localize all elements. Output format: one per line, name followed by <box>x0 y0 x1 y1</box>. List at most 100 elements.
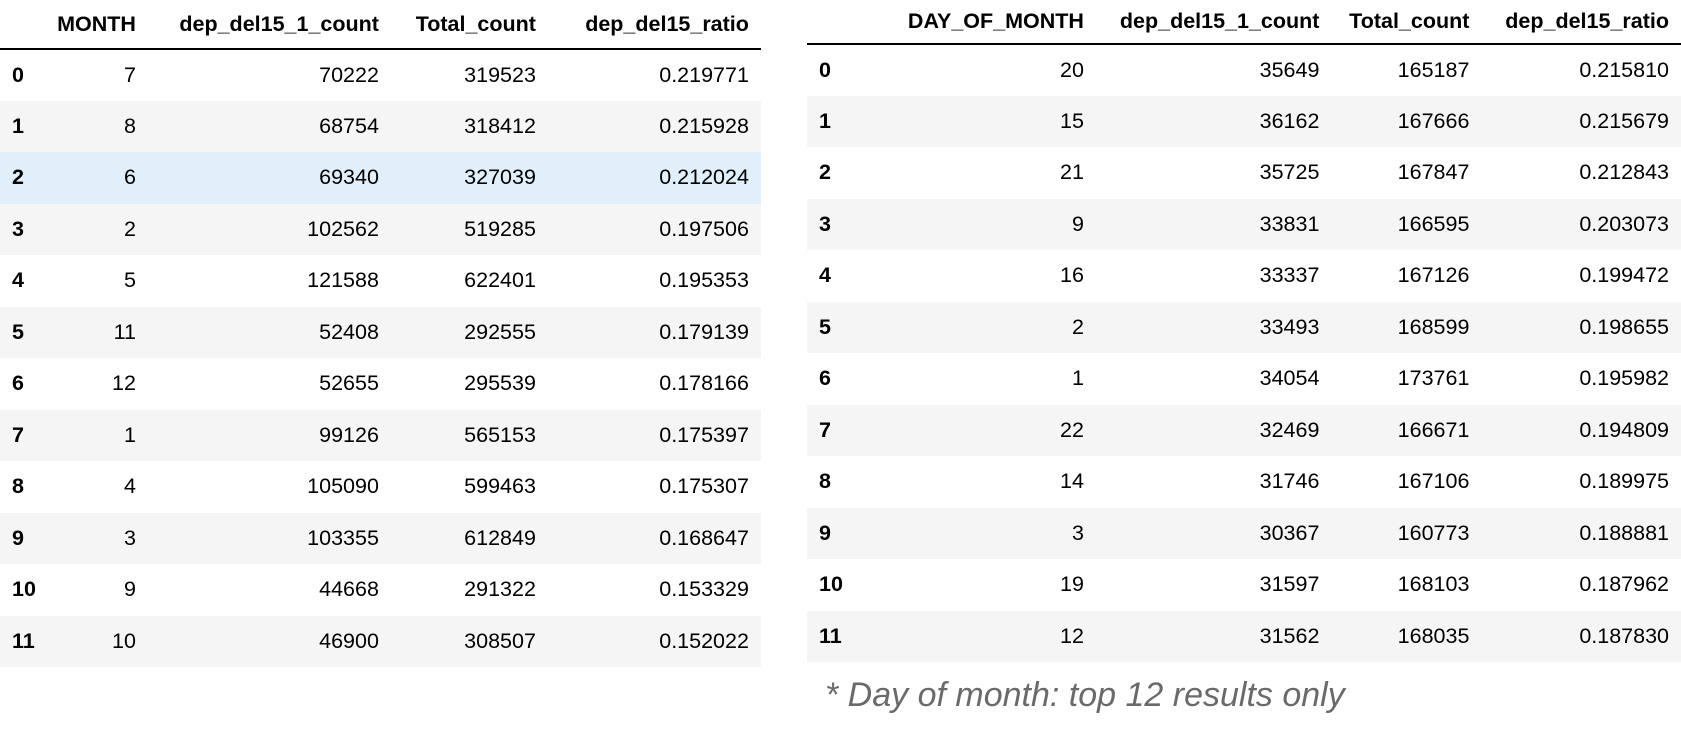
table-row: 6 12 52655 295539 0.178166 <box>0 358 761 410</box>
total-count-value: 167666 <box>1397 108 1470 133</box>
table-row: 9 3 103355 612849 0.168647 <box>0 512 761 564</box>
day-of-month-value: 16 <box>1060 263 1084 288</box>
delay-ratio-value: 0.195982 <box>1579 366 1669 391</box>
delay-ratio-value: 0.203073 <box>1579 211 1669 236</box>
table-row: 0 7 70222 319523 0.219771 <box>0 49 761 101</box>
row-index: 1 <box>819 108 831 133</box>
delay-count-value: 105090 <box>307 474 379 499</box>
table-row: 7 22 32469 166671 0.194809 <box>807 404 1681 456</box>
table-row: 10 9 44668 291322 0.153329 <box>0 564 761 616</box>
month-column-header: MONTH <box>47 0 148 50</box>
delay-ratio-value: 0.168647 <box>659 525 749 550</box>
delay-ratio-value: 0.215810 <box>1579 57 1669 82</box>
delay-ratio-value: 0.212843 <box>1579 160 1669 185</box>
day-of-month-value: 12 <box>1060 623 1084 648</box>
total-count-column-header: Total_count <box>1331 0 1482 45</box>
table-row: 3 9 33831 166595 0.203073 <box>807 198 1681 250</box>
month-value: 1 <box>123 422 136 447</box>
delay-count-value: 31562 <box>1259 623 1320 648</box>
delay-count-value: 102562 <box>307 216 379 241</box>
delay-count-value: 36162 <box>1259 108 1320 133</box>
delay-count-value: 103355 <box>307 525 379 550</box>
total-count-value: 167106 <box>1397 469 1470 494</box>
delay-count-value: 31597 <box>1259 572 1320 597</box>
total-count-value: 160773 <box>1397 520 1470 545</box>
delay-count-value: 32469 <box>1259 417 1320 442</box>
row-index: 11 <box>12 628 35 653</box>
day-of-month-value: 1 <box>1071 366 1084 391</box>
month-value: 12 <box>112 371 136 396</box>
table-row: 4 5 121588 622401 0.195353 <box>0 255 761 307</box>
table-row: 1 15 36162 167666 0.215679 <box>807 95 1681 147</box>
row-index: 3 <box>12 216 24 241</box>
table-row: 11 12 31562 168035 0.187830 <box>807 610 1681 662</box>
delay-count-value: 33337 <box>1259 263 1320 288</box>
delay-ratio-value: 0.188881 <box>1579 520 1669 545</box>
row-index: 4 <box>12 268 24 293</box>
delay-count-value: 35649 <box>1259 57 1320 82</box>
row-index: 5 <box>12 319 24 344</box>
day-of-month-value: 2 <box>1071 314 1084 339</box>
delay-ratio-value: 0.198655 <box>1579 314 1669 339</box>
delay-ratio-value: 0.178166 <box>659 371 749 396</box>
day-of-month-value: 21 <box>1060 160 1084 185</box>
row-index: 4 <box>819 263 831 288</box>
index-header <box>0 0 48 50</box>
table-row: 7 1 99126 565153 0.175397 <box>0 409 761 461</box>
table-row: 1 8 68754 318412 0.215928 <box>0 100 761 152</box>
month-delay-table: MONTH dep_del15_1_count Total_count dep_… <box>0 0 761 667</box>
delay-ratio-column-header: dep_del15_ratio <box>547 0 761 50</box>
table-row: 4 16 33337 167126 0.199472 <box>807 250 1681 302</box>
delay-ratio-value: 0.195353 <box>659 268 749 293</box>
table-row: 0 20 35649 165187 0.215810 <box>807 44 1681 96</box>
delay-count-value: 44668 <box>319 577 379 602</box>
day-of-month-value: 22 <box>1060 417 1084 442</box>
delay-ratio-value: 0.175307 <box>659 474 749 499</box>
table-row: 5 2 33493 168599 0.198655 <box>807 301 1681 353</box>
delay-count-value: 121588 <box>307 268 379 293</box>
delay-ratio-value: 0.215679 <box>1579 108 1669 133</box>
table-row: 2 21 35725 167847 0.212843 <box>807 147 1681 199</box>
delay-count-value: 69340 <box>319 165 379 190</box>
total-count-value: 622401 <box>464 268 536 293</box>
month-value: 9 <box>123 577 136 602</box>
delay-count-value: 30367 <box>1259 520 1320 545</box>
month-value: 2 <box>123 216 136 241</box>
row-index: 6 <box>819 366 831 391</box>
delay-count-value: 68754 <box>319 113 379 138</box>
month-value: 5 <box>123 268 136 293</box>
month-value: 8 <box>123 113 136 138</box>
row-index: 5 <box>819 314 831 339</box>
table-row: 10 19 31597 168103 0.187962 <box>807 559 1681 611</box>
table-header-row: DAY_OF_MONTH dep_del15_1_count Total_cou… <box>807 0 1681 45</box>
day-of-month-value: 19 <box>1060 572 1084 597</box>
delay-ratio-value: 0.187962 <box>1579 572 1669 597</box>
row-index: 0 <box>819 57 831 82</box>
table-header-row: MONTH dep_del15_1_count Total_count dep_… <box>0 0 761 50</box>
delay-ratio-value: 0.179139 <box>659 319 749 344</box>
table-row: 8 4 105090 599463 0.175307 <box>0 461 761 513</box>
total-count-value: 327039 <box>464 165 536 190</box>
row-index: 2 <box>12 165 24 190</box>
total-count-value: 612849 <box>464 525 536 550</box>
delay-ratio-value: 0.189975 <box>1579 469 1669 494</box>
row-index: 8 <box>12 474 24 499</box>
total-count-value: 565153 <box>464 422 536 447</box>
total-count-value: 168035 <box>1397 623 1470 648</box>
row-index: 6 <box>12 371 24 396</box>
row-index: 9 <box>819 520 831 545</box>
total-count-value: 519285 <box>464 216 536 241</box>
day-of-month-value: 20 <box>1060 57 1084 82</box>
delay-count-value: 34054 <box>1259 366 1320 391</box>
delay-count-value: 31746 <box>1259 469 1320 494</box>
total-count-value: 173761 <box>1397 366 1470 391</box>
day-of-month-delay-table: DAY_OF_MONTH dep_del15_1_count Total_cou… <box>807 0 1681 662</box>
row-index: 10 <box>819 572 843 597</box>
delay-count-value: 99126 <box>319 422 379 447</box>
total-count-value: 167847 <box>1397 160 1470 185</box>
total-count-value: 291322 <box>464 577 536 602</box>
row-index: 10 <box>12 577 36 602</box>
delay-count-value: 33831 <box>1259 211 1320 236</box>
row-index: 7 <box>12 422 24 447</box>
row-index: 9 <box>12 525 24 550</box>
